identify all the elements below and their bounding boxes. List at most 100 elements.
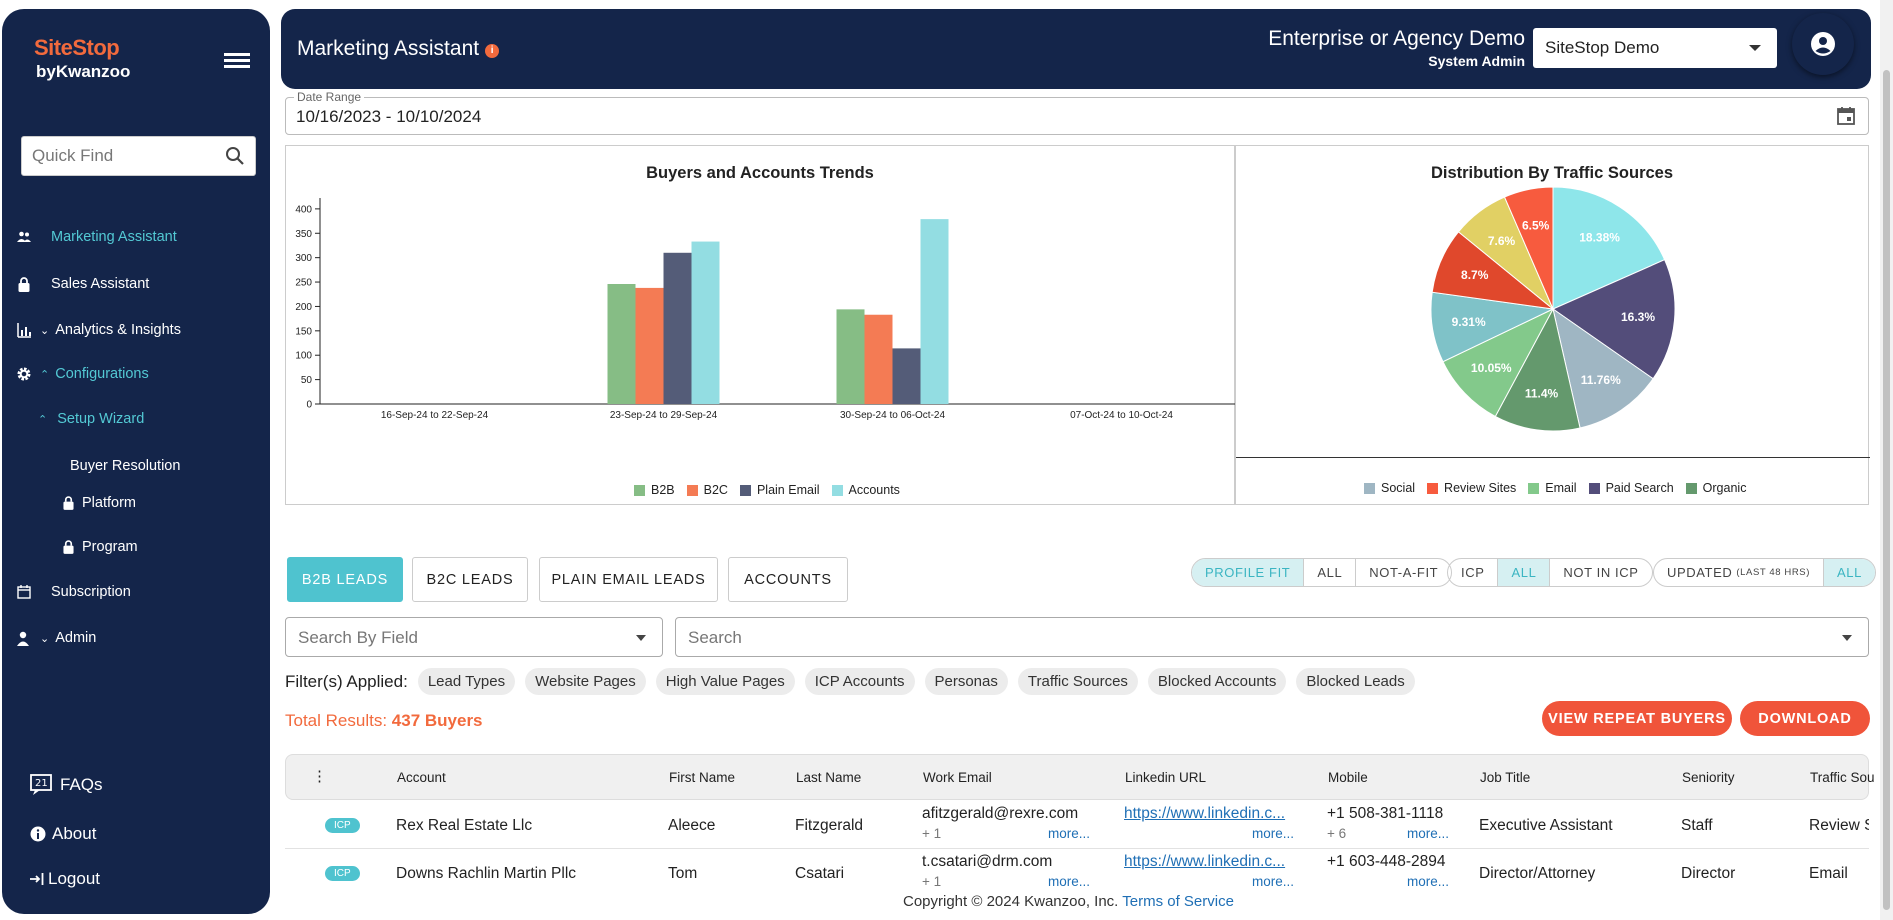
menu-icon[interactable]: [224, 53, 250, 71]
about-link[interactable]: About: [30, 824, 96, 844]
x-tick-label: 16-Sep-24 to 22-Sep-24: [381, 410, 489, 421]
legend-item[interactable]: Accounts: [831, 483, 900, 497]
column-header[interactable]: Linkedin URL: [1125, 770, 1207, 785]
page-title-text: Marketing Assistant: [297, 37, 480, 60]
sidebar-item-buyer-resolution[interactable]: Buyer Resolution: [70, 458, 180, 474]
search-by-field-select[interactable]: Search By Field: [285, 617, 663, 657]
toggle-updated[interactable]: UPDATED (LAST 48 HRS): [1654, 559, 1824, 586]
filter-chip[interactable]: Website Pages: [525, 668, 646, 695]
terms-link[interactable]: Terms of Service: [1122, 893, 1234, 910]
legend-item[interactable]: Organic: [1685, 481, 1746, 495]
toggle-profile-fit[interactable]: PROFILE FIT: [1192, 559, 1305, 586]
email-more-link[interactable]: more...: [1047, 826, 1090, 841]
toggle-icp-all[interactable]: ALL: [1498, 559, 1551, 586]
column-header[interactable]: Last Name: [796, 770, 862, 785]
account-select[interactable]: SiteStop Demo: [1533, 28, 1777, 68]
table-row[interactable]: ICP Rex Real Estate Llc Aleece Fitzgeral…: [285, 801, 1869, 849]
sidebar-item-label: Setup Wizard: [57, 411, 145, 427]
view-repeat-buyers-button[interactable]: VIEW REPEAT BUYERS: [1542, 701, 1732, 736]
chevron-up-icon: ⌃: [38, 413, 48, 426]
search-icon[interactable]: [225, 146, 245, 171]
filter-chip[interactable]: Blocked Leads: [1296, 668, 1415, 695]
linkedin-more-link[interactable]: more...: [1251, 826, 1294, 841]
legend-item[interactable]: Review Sites: [1427, 481, 1516, 495]
y-tick-label: 0: [306, 400, 312, 411]
tab-b2c-leads[interactable]: B2C LEADS: [412, 557, 528, 602]
linkedin-link[interactable]: https://www.linkedin.c...: [1124, 805, 1286, 822]
filter-chip[interactable]: Blocked Accounts: [1147, 668, 1287, 695]
logo-byline: byKwanzoo: [36, 62, 131, 81]
legend-item[interactable]: Email: [1528, 481, 1577, 495]
faqs-link[interactable]: 21 FAQs: [30, 774, 103, 796]
column-header[interactable]: Traffic Sou: [1810, 770, 1875, 785]
sidebar-item-platform[interactable]: Platform: [62, 495, 136, 511]
mobile-more-link[interactable]: more...: [1406, 874, 1449, 889]
page-scrollbar[interactable]: [1880, 0, 1893, 920]
cell-seniority: Staff: [1681, 817, 1713, 834]
logo[interactable]: SiteStop byKwanzoo: [34, 35, 130, 82]
icp-badge: ICP: [325, 866, 360, 881]
logout-link[interactable]: Logout: [30, 869, 100, 889]
scrollbar-thumb[interactable]: [1883, 70, 1890, 910]
filter-chip[interactable]: Lead Types: [417, 668, 516, 695]
calendar-icon[interactable]: [1836, 106, 1856, 131]
profile-fit-toggle: PROFILE FIT ALL NOT-A-FIT: [1191, 558, 1453, 587]
pie-slice-label: 6.5%: [1522, 218, 1550, 232]
quick-find-input[interactable]: [22, 137, 212, 175]
pie-slice-label: 8.7%: [1461, 268, 1489, 282]
logo-brand: SiteStop: [34, 35, 120, 60]
tab-plain-email-leads[interactable]: PLAIN EMAIL LEADS: [539, 557, 718, 602]
filter-chip[interactable]: Personas: [924, 668, 1008, 695]
avatar[interactable]: [1792, 13, 1854, 75]
download-button[interactable]: DOWNLOAD: [1740, 701, 1870, 736]
column-header[interactable]: Mobile: [1328, 770, 1368, 785]
filter-chip[interactable]: High Value Pages: [655, 668, 795, 695]
cell-traffic-source: Email: [1809, 865, 1848, 882]
toggle-icp[interactable]: ICP: [1448, 559, 1499, 586]
toggle-updated-all[interactable]: ALL: [1823, 559, 1875, 586]
column-header[interactable]: First Name: [669, 770, 736, 785]
legend-item[interactable]: Plain Email: [739, 483, 820, 497]
tab-accounts[interactable]: ACCOUNTS: [728, 557, 848, 602]
sidebar-item-sales-assistant[interactable]: Sales Assistant: [16, 276, 149, 292]
toggle-not-a-fit[interactable]: NOT-A-FIT: [1369, 565, 1439, 580]
sidebar-item-setup-wizard[interactable]: ⌃ Setup Wizard: [38, 411, 144, 427]
sidebar-item-analytics[interactable]: ⌄ Analytics & Insights: [16, 322, 181, 338]
table-row[interactable]: ICP Downs Rachlin Martin Pllc Tom Csatar…: [285, 849, 1869, 891]
pie-slice: [1551, 259, 1676, 380]
updated-toggle: UPDATED (LAST 48 HRS) ALL: [1653, 558, 1876, 587]
sidebar-item-program[interactable]: Program: [62, 539, 138, 555]
toggle-fit-all[interactable]: ALL: [1304, 559, 1357, 586]
y-tick-label: 350: [295, 229, 312, 240]
legend-item[interactable]: Paid Search: [1588, 481, 1674, 495]
legend-item[interactable]: B2B: [634, 483, 675, 497]
column-header[interactable]: Work Email: [923, 770, 992, 785]
email-more-link[interactable]: more...: [1047, 874, 1090, 889]
bar-chart-legend: B2B B2C Plain Email Accounts: [634, 483, 912, 497]
date-range-field[interactable]: Date Range 10/16/2023 - 10/10/2024: [285, 90, 1869, 135]
mobile-more-link[interactable]: more...: [1406, 826, 1449, 841]
column-header[interactable]: Seniority: [1682, 770, 1735, 785]
sidebar-item-admin[interactable]: ⌄ Admin: [16, 630, 96, 646]
pie-slice: [1552, 186, 1666, 310]
cell-work-email-value: t.csatari@drm.com: [922, 853, 1053, 870]
search-input[interactable]: Search: [675, 617, 1869, 657]
sidebar-item-marketing-assistant[interactable]: Marketing Assistant: [16, 229, 177, 245]
filter-chip[interactable]: Traffic Sources: [1017, 668, 1138, 695]
sidebar-item-subscription[interactable]: Subscription: [16, 584, 131, 600]
legend-swatch: [831, 484, 843, 496]
date-range-label: Date Range: [294, 90, 365, 104]
linkedin-more-link[interactable]: more...: [1251, 874, 1294, 889]
legend-item[interactable]: Social: [1364, 481, 1415, 495]
toggle-not-in-icp[interactable]: NOT IN ICP: [1563, 565, 1639, 580]
filter-chip[interactable]: ICP Accounts: [804, 668, 915, 695]
tab-b2b-leads[interactable]: B2B LEADS: [287, 557, 403, 602]
column-header[interactable]: Account: [397, 770, 446, 785]
column-menu-icon[interactable]: ⋮: [312, 768, 327, 785]
legend-item[interactable]: B2C: [686, 483, 728, 497]
info-icon[interactable]: i: [485, 43, 500, 58]
sidebar-item-configurations[interactable]: ⌃ Configurations: [16, 366, 149, 382]
date-range-value: 10/16/2023 - 10/10/2024: [296, 107, 482, 126]
column-header[interactable]: Job Title: [1480, 770, 1531, 785]
linkedin-link[interactable]: https://www.linkedin.c...: [1124, 853, 1286, 870]
